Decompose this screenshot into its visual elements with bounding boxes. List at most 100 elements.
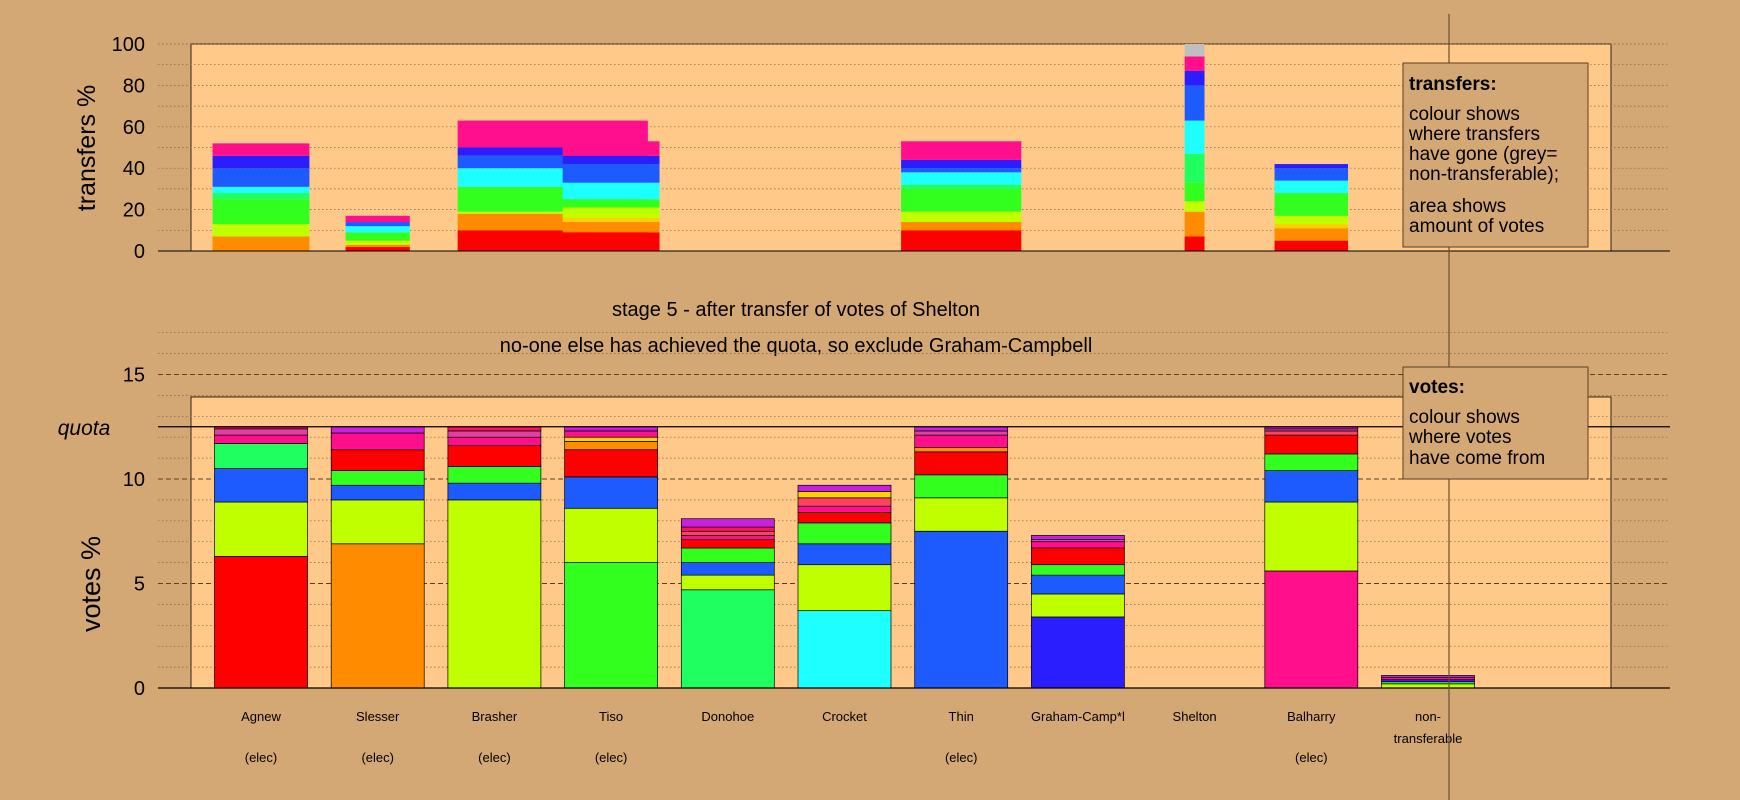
transfers-legend: transfers: colour shows where transfers … xyxy=(1402,62,1589,248)
votes-y-axis: 0 5 10 15 xyxy=(123,365,1670,700)
transfer-segment xyxy=(1274,164,1349,169)
vote-segment xyxy=(564,441,658,451)
vote-segment xyxy=(330,432,425,451)
transfer-segment xyxy=(1274,224,1349,229)
transfer-segment xyxy=(901,168,1022,173)
vote-segment xyxy=(1264,470,1359,503)
candidate-name: non- xyxy=(1415,709,1441,724)
vote-segment xyxy=(797,610,892,689)
transfers-legend-line: area shows xyxy=(1409,196,1506,217)
vote-segment xyxy=(797,491,892,499)
vote-segment xyxy=(914,497,1009,532)
vote-segment xyxy=(1031,574,1125,595)
votes-legend-line: have come from xyxy=(1409,448,1545,469)
vote-segment xyxy=(564,430,658,438)
elected-label: (elec) xyxy=(361,750,394,765)
transfer-segment xyxy=(1274,180,1349,194)
tick-label: 5 xyxy=(134,574,145,596)
tick-label: 40 xyxy=(123,158,145,180)
transfer-segment xyxy=(345,246,410,251)
transfer-segment xyxy=(1274,228,1349,241)
transfer-segment xyxy=(1184,120,1205,154)
vote-segment xyxy=(1031,547,1125,566)
transfers-legend-line: colour shows xyxy=(1409,104,1520,125)
vote-segment xyxy=(1264,434,1359,455)
transfer-segment xyxy=(562,182,660,200)
transfer-segment xyxy=(901,141,1022,160)
vote-segment xyxy=(447,445,542,467)
elected-label: (elec) xyxy=(595,750,628,765)
transfer-segment xyxy=(562,164,660,183)
vote-segment xyxy=(214,434,308,444)
transfer-segment xyxy=(1184,201,1205,212)
vote-segment xyxy=(914,430,1009,436)
transfer-segment xyxy=(345,232,410,241)
vote-segment xyxy=(447,430,542,438)
vote-segment xyxy=(447,436,542,446)
votes-legend-title: votes: xyxy=(1409,377,1465,398)
vote-segment xyxy=(1031,541,1125,549)
candidate-name: Graham-Camp*l xyxy=(1031,709,1125,724)
vote-segment xyxy=(447,466,542,484)
transfer-segment xyxy=(562,217,660,223)
transfer-segment xyxy=(901,184,1022,189)
tick-label: 20 xyxy=(123,200,145,222)
transfer-segment xyxy=(345,240,410,245)
vote-segment xyxy=(797,484,892,492)
vote-segment xyxy=(447,499,542,689)
vote-segment xyxy=(447,482,542,501)
vote-segment xyxy=(214,443,308,469)
stage-title: stage 5 - after transfer of votes of She… xyxy=(612,299,980,321)
transfers-bars xyxy=(212,44,1349,251)
transfer-segment xyxy=(1184,85,1205,121)
transfer-segment xyxy=(1274,215,1349,225)
candidate-name: Slesser xyxy=(356,709,400,724)
vote-segment xyxy=(214,555,308,689)
status-message: no-one else has achieved the quota, so e… xyxy=(500,335,1093,357)
elected-label: (elec) xyxy=(245,750,278,765)
transfer-segment xyxy=(1274,193,1349,216)
tick-label: 0 xyxy=(134,241,145,263)
vote-segment xyxy=(1031,593,1125,618)
vote-segment xyxy=(330,470,425,486)
tick-label: 15 xyxy=(123,365,145,387)
transfer-segment xyxy=(212,199,310,225)
transfer-segment xyxy=(562,199,660,208)
vote-segment xyxy=(914,530,1009,689)
vote-segment xyxy=(564,562,658,689)
vote-segment xyxy=(797,564,892,612)
vote-segment xyxy=(680,518,775,528)
transfers-y-label: transfers % xyxy=(73,85,101,211)
vote-segment xyxy=(330,484,425,501)
quota-label: quota xyxy=(58,417,111,440)
vote-segment xyxy=(1264,453,1359,471)
transfer-segment xyxy=(901,211,1022,223)
transfer-segment xyxy=(1184,70,1205,86)
vote-segment xyxy=(564,449,658,478)
transfers-y-axis: 0 20 40 60 80 100 xyxy=(112,34,1670,263)
transfer-segment xyxy=(1184,44,1205,57)
elected-label: (elec) xyxy=(945,750,978,765)
candidate-name: transferable xyxy=(1394,731,1463,746)
tick-label: 80 xyxy=(123,75,145,97)
vote-segment xyxy=(330,499,425,545)
vote-segment xyxy=(680,547,775,563)
vote-segment xyxy=(680,526,775,532)
votes-legend-line: colour shows xyxy=(1409,407,1520,428)
candidate-name: Shelton xyxy=(1173,709,1217,724)
transfer-segment xyxy=(1274,168,1349,181)
tick-label: 0 xyxy=(134,678,145,700)
transfers-legend-box xyxy=(1402,62,1589,248)
transfer-segment xyxy=(212,224,310,237)
candidate-name: Balharry xyxy=(1287,709,1336,724)
vote-segment xyxy=(330,543,425,689)
votes-legend: votes: colour shows where votes have com… xyxy=(1402,366,1589,480)
transfer-segment xyxy=(212,186,310,194)
transfer-segment xyxy=(212,168,310,187)
vote-segment xyxy=(914,474,1009,499)
transfer-segment xyxy=(345,222,410,227)
vote-segment xyxy=(564,436,658,442)
votes-y-label: votes % xyxy=(76,536,106,632)
votes-legend-box xyxy=(1402,366,1589,480)
vote-segment xyxy=(797,497,892,507)
